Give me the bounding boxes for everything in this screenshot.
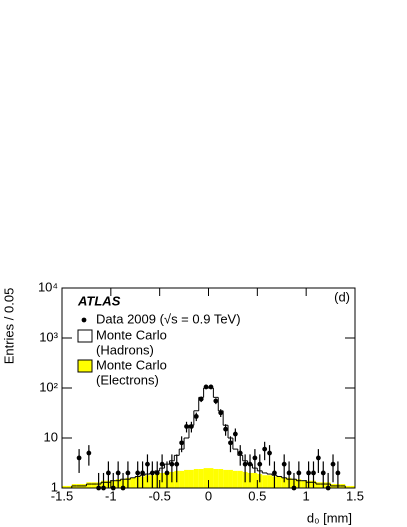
electron-bin [276,476,282,488]
data-point [335,470,341,476]
electron-bin [252,472,258,488]
electron-bin [228,469,233,488]
data-point [193,414,199,419]
electron-bin [130,477,136,488]
data-point [149,470,155,476]
legend-sublabel: (Electrons) [96,372,159,387]
electron-bin [179,470,185,488]
electron-bin [218,468,224,488]
electron-bin [91,482,97,488]
data-point [208,384,214,390]
data-point [296,470,302,476]
data-point [105,470,111,476]
electron-bin [86,482,92,488]
x-tick-label: 0 [205,488,212,503]
data-point [115,470,121,476]
electron-bin [198,468,204,488]
data-point [257,461,263,467]
electron-bin [66,485,72,488]
data-point [145,461,150,467]
data-point [272,470,277,476]
electron-bin [350,485,355,488]
experiment-label: ATLAS [77,293,121,308]
panel-label: (d) [334,289,350,304]
electron-bin [262,475,268,488]
data-point [306,470,312,476]
data-point [174,461,180,467]
data-point [228,440,233,446]
data-point [281,461,287,467]
data-point [154,470,160,476]
data-point [232,431,238,437]
data-point [189,424,194,429]
y-tick-label: 1 [51,479,58,494]
electron-bin [267,475,272,488]
electron-bin [315,482,321,488]
data-point [179,440,185,446]
data-point [140,470,145,476]
electron-bin [184,469,189,488]
data-point [135,470,141,476]
x-axis-label: d₀ [mm] [307,510,352,525]
legend-label: Data 2009 (√s = 0.9 TeV) [96,311,241,326]
electron-bin [345,485,351,488]
legend-marker [81,317,87,323]
legend-label: Monte Carlo [96,327,167,342]
data-point [169,461,175,467]
electron-bin [301,480,307,488]
x-tick-label: 0.5 [248,488,266,503]
electron-bin [208,468,214,488]
data-point [242,461,248,467]
x-tick-label: -1.5 [51,488,73,503]
data-point [267,450,272,456]
data-point [198,396,204,402]
electron-bin [188,469,194,488]
x-tick-label: 1 [303,488,310,503]
data-point [311,470,316,476]
data-point [320,470,326,476]
data-point [164,470,170,476]
electron-bin [281,477,287,488]
legend-swatch [77,359,93,373]
electron-bin [193,468,199,488]
data-point [330,461,336,467]
legend-sublabel: (Hadrons) [96,342,154,357]
x-tick-label: -0.5 [148,488,170,503]
data-point [76,455,82,461]
data-point [315,455,321,461]
y-tick-label: 10⁴ [38,279,58,294]
data-point [252,455,258,461]
data-point [262,446,268,452]
x-tick-label: 1.5 [346,488,364,503]
data-point [125,470,131,476]
electron-bin [223,469,229,488]
electron-bin [237,470,243,488]
y-axis-label: Entries / 0.05 [1,288,16,365]
data-point [237,450,243,456]
data-point [247,461,253,467]
data-point [223,426,228,432]
legend-label: Monte Carlo [96,357,167,372]
y-tick-label: 10 [44,429,58,444]
electron-bin [232,470,238,488]
data-point [213,398,219,404]
electron-bin [213,468,219,488]
data-point [203,384,209,390]
electron-bin [203,468,209,488]
y-tick-label: 10³ [39,329,58,344]
data-point [184,424,189,429]
data-point [218,410,224,416]
data-point [159,461,165,467]
x-tick-label: -1 [105,488,117,503]
y-tick-label: 10² [39,379,58,394]
legend-swatch [77,329,93,343]
electron-bin [62,485,67,488]
data-point [86,450,92,456]
data-point [286,470,292,476]
